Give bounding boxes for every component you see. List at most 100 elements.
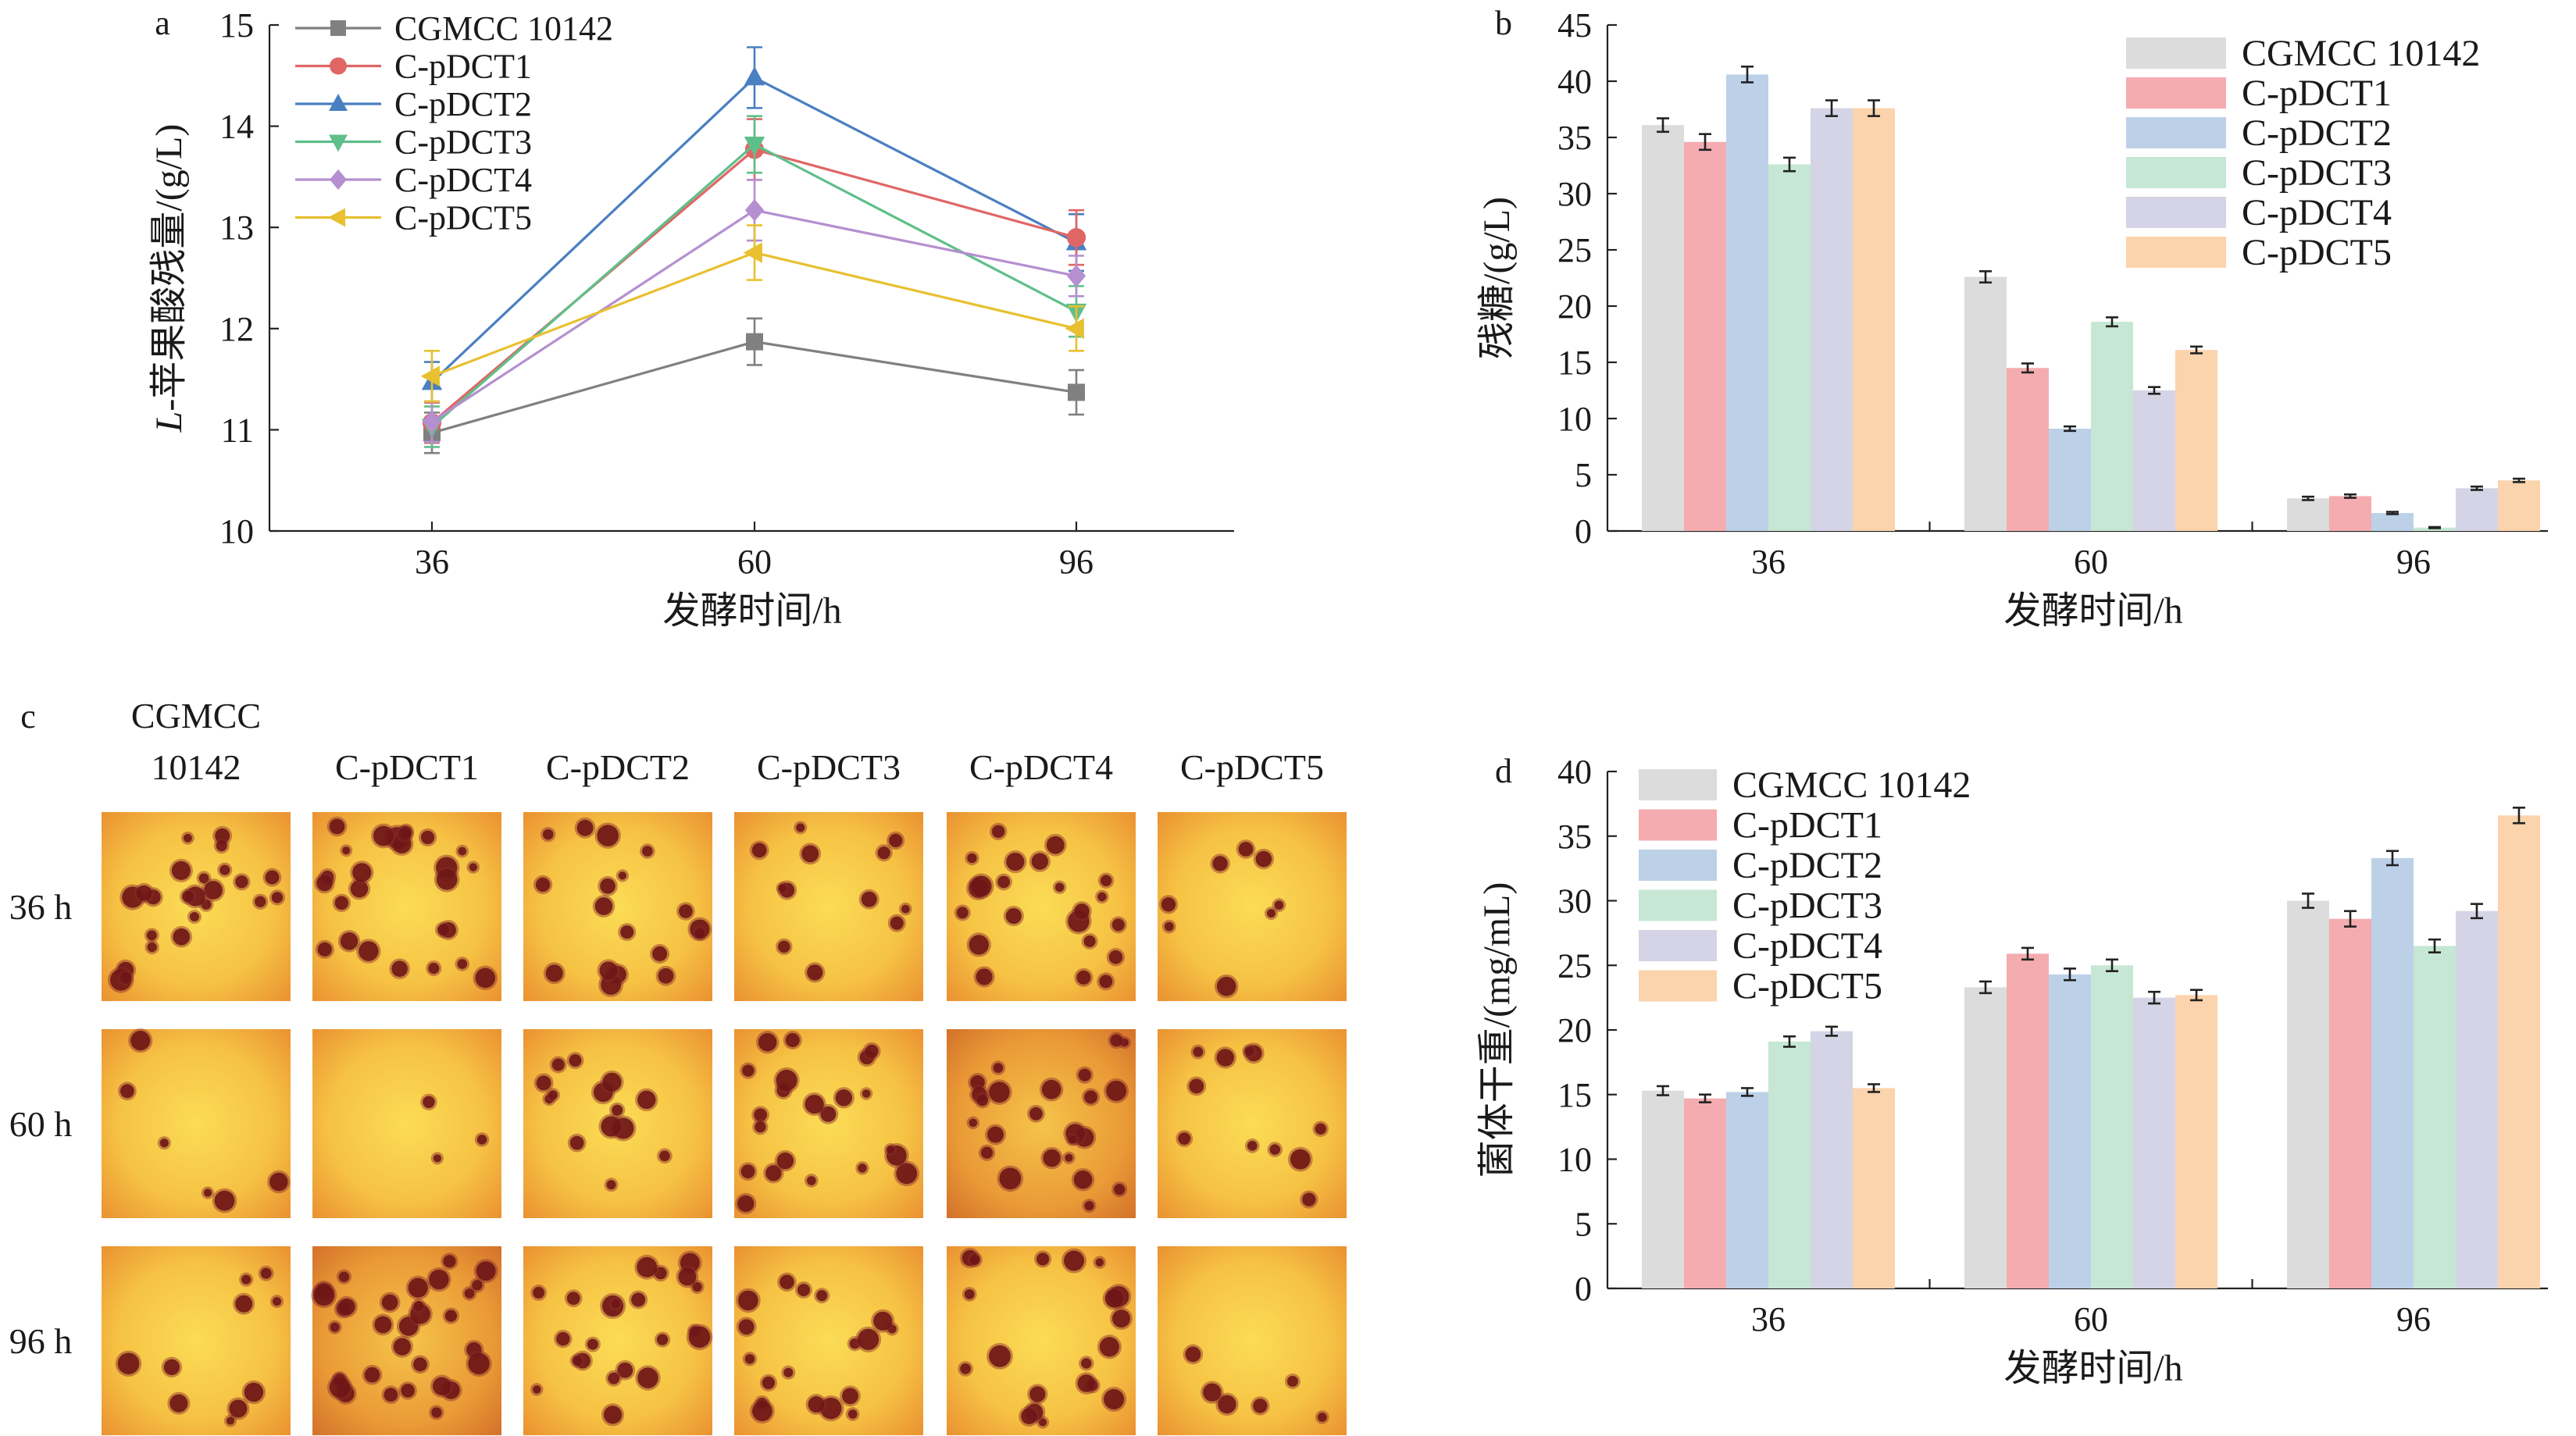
colony (999, 1167, 1022, 1190)
colony (1078, 1068, 1091, 1081)
colony (754, 1108, 768, 1122)
legend-label: C-pDCT5 (2242, 232, 2392, 273)
colony (901, 904, 910, 914)
y-tick-label: 5 (1575, 456, 1592, 494)
legend-label: C-pDCT2 (394, 85, 532, 123)
colony (737, 1195, 755, 1212)
legend-label: C-pDCT2 (1732, 845, 1882, 886)
colony (1083, 935, 1096, 947)
colony (896, 1163, 918, 1185)
colony (429, 1269, 449, 1290)
colony (1081, 1358, 1092, 1369)
y-tick-label: 0 (1575, 512, 1592, 551)
colony (1046, 836, 1065, 854)
colony (611, 1299, 620, 1309)
colony (858, 1163, 867, 1173)
colony (993, 1063, 1004, 1073)
colony (1317, 1413, 1327, 1422)
colony (136, 885, 152, 901)
colony (849, 1338, 861, 1349)
bar (1853, 1088, 1895, 1288)
colony (1110, 1034, 1123, 1047)
legend-swatch (2126, 197, 2226, 228)
bar (2329, 918, 2371, 1288)
colony (198, 873, 209, 884)
y-axis-title: L-苹果酸残量/(g/L) (148, 124, 190, 433)
colony-micrograph (734, 1029, 923, 1218)
colony (359, 941, 379, 961)
legend-marker (329, 94, 348, 111)
colony (244, 1382, 264, 1402)
bar (1768, 1041, 1811, 1288)
column-header: CGMCC (131, 696, 261, 736)
bar (2414, 527, 2456, 531)
legend-marker (330, 169, 347, 190)
bar (2049, 974, 2091, 1288)
colony (340, 932, 359, 950)
colony (658, 967, 674, 984)
panel-label: d (1495, 752, 1512, 790)
colony (1164, 921, 1174, 932)
bar (1768, 164, 1811, 531)
colony (398, 827, 412, 840)
colony (1161, 897, 1176, 912)
colony (235, 875, 248, 889)
colony (204, 881, 223, 900)
bar (2091, 322, 2133, 531)
colony (183, 833, 192, 843)
legend-label: C-pDCT3 (394, 123, 532, 162)
y-tick-label: 5 (1575, 1205, 1592, 1243)
colony (612, 1104, 623, 1116)
colony (391, 960, 408, 977)
y-tick-label: 10 (1557, 1141, 1592, 1179)
bar (2175, 995, 2217, 1288)
colony (536, 1075, 551, 1091)
legend-label: C-pDCT3 (2242, 152, 2392, 194)
colony (1218, 1395, 1236, 1414)
colony (235, 1295, 253, 1313)
colony (1212, 856, 1228, 871)
y-axis-title: 残糖/(g/L) (1476, 197, 1518, 359)
colony (637, 1090, 656, 1110)
colony (413, 1357, 427, 1372)
colony (969, 935, 989, 955)
colony (820, 1106, 837, 1122)
legend-swatch (1639, 889, 1717, 921)
colony (468, 1352, 490, 1375)
x-tick-label: 36 (415, 543, 449, 581)
colony (976, 968, 993, 985)
y-tick-label: 15 (1557, 1076, 1592, 1114)
colony (969, 1254, 980, 1265)
colony (352, 863, 372, 882)
colony (820, 1397, 842, 1420)
colony (758, 1033, 777, 1052)
data-point (1066, 228, 1086, 248)
bar (1642, 125, 1684, 531)
colony (533, 1385, 541, 1394)
legend-label: C-pDCT1 (2242, 73, 2392, 114)
y-tick-label: 14 (219, 108, 254, 146)
colony (163, 1359, 180, 1376)
column-header: C-pDCT1 (335, 747, 479, 787)
colony (260, 1267, 272, 1279)
colony (997, 875, 1010, 889)
colony (381, 1294, 398, 1311)
y-tick-label: 20 (1557, 287, 1592, 326)
bar (2329, 496, 2371, 531)
colony (569, 1135, 584, 1150)
colony (317, 942, 332, 957)
colony (890, 916, 904, 930)
colony (437, 924, 449, 936)
colony (423, 1096, 435, 1109)
colony (1193, 1046, 1204, 1057)
colony (1302, 1192, 1316, 1206)
bar (1811, 108, 1853, 531)
colony (835, 1089, 852, 1106)
bar (2456, 488, 2498, 531)
colony (1253, 1399, 1268, 1413)
x-axis-title: 发酵时间/h (2003, 590, 2182, 632)
legend-marker (329, 134, 348, 152)
colony (1038, 1418, 1047, 1427)
bar (2007, 953, 2049, 1288)
colony (373, 825, 394, 846)
